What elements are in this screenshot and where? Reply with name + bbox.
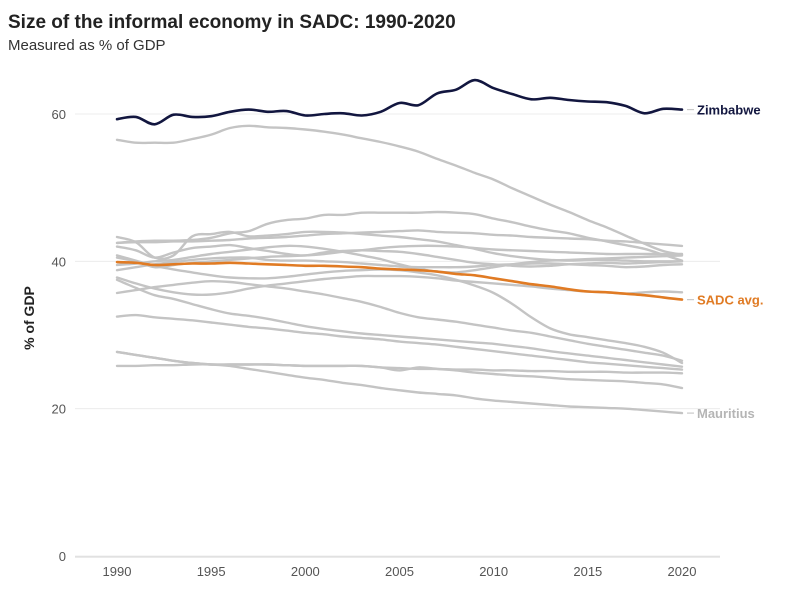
series-label: SADC avg. <box>697 293 763 308</box>
y-tick-label: 20 <box>52 402 66 417</box>
y-tick-label: 0 <box>59 549 66 564</box>
country-series-line <box>115 124 684 256</box>
x-tick-label: 2010 <box>479 564 508 579</box>
country-series-line <box>115 278 684 368</box>
y-axis-label: % of GDP <box>21 286 37 350</box>
background-series <box>115 124 684 415</box>
x-tick-label: 2005 <box>385 564 414 579</box>
grid <box>75 113 720 557</box>
zimbabwe-series-line <box>115 78 684 126</box>
highlight-series <box>115 78 684 301</box>
country-series-line <box>115 229 684 248</box>
chart-title: Size of the informal economy in SADC: 19… <box>8 12 456 33</box>
axes: 0 20 40 60 1990 1995 2000 2005 2010 2015 2020 <box>52 107 720 579</box>
series-label: Zimbabwe <box>697 103 761 118</box>
country-series-line <box>115 254 684 365</box>
country-series-line <box>115 256 684 272</box>
x-tick-label: 1990 <box>103 564 132 579</box>
y-tick-label: 60 <box>52 107 66 122</box>
series-labels: Zimbabwe SADC avg. Mauritius <box>687 103 763 421</box>
country-series-line <box>115 279 684 362</box>
country-series-line <box>115 350 684 375</box>
sadc-avg-series-line <box>115 260 684 301</box>
y-tick-label: 40 <box>52 254 66 269</box>
series-label: Mauritius <box>697 406 755 421</box>
x-tick-label: 2015 <box>573 564 602 579</box>
x-tick-label: 1995 <box>197 564 226 579</box>
country-series-line <box>115 244 684 274</box>
x-tick-label: 2020 <box>668 564 697 579</box>
country-series-line <box>115 210 684 262</box>
x-tick-label: 2000 <box>291 564 320 579</box>
country-series-line <box>115 243 684 268</box>
country-series-line <box>115 313 684 371</box>
country-series-line <box>115 244 684 269</box>
chart-subtitle: Measured as % of GDP <box>8 37 166 54</box>
